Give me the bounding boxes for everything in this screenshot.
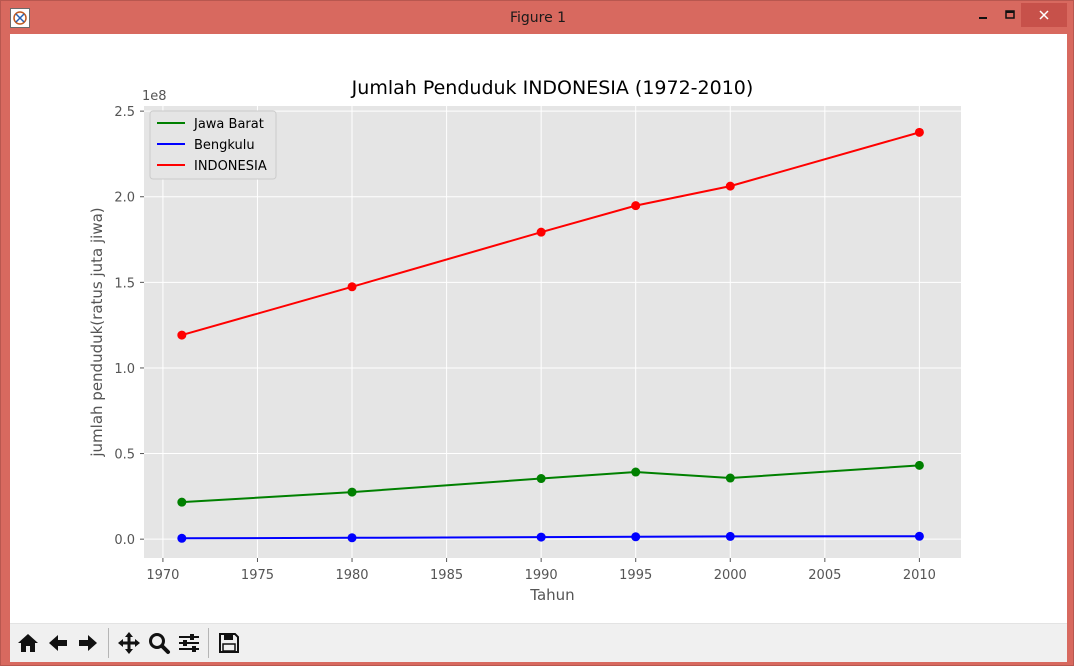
home-icon	[18, 634, 38, 652]
x-tick-label: 2010	[903, 568, 936, 583]
legend-label: Bengkulu	[194, 138, 255, 153]
series-line-1	[181, 535, 920, 540]
y-tick-label: 2.0	[114, 191, 135, 206]
close-button[interactable]	[1021, 3, 1067, 27]
y-tick-label: 0.5	[114, 448, 135, 463]
series-line-0	[181, 464, 920, 504]
maximize-button[interactable]	[994, 3, 1026, 27]
y-offset-label: 1e8	[142, 89, 167, 104]
legend-label: Jawa Barat	[193, 117, 264, 132]
title-bar[interactable]: Figure 1	[1, 1, 1074, 34]
data-point	[347, 282, 357, 292]
data-point	[536, 474, 546, 484]
x-tick-label: 1990	[525, 568, 558, 583]
pan-button[interactable]	[114, 628, 144, 658]
y-tick-label: 0.0	[114, 533, 135, 548]
x-axis-label: Tahun	[529, 586, 574, 604]
data-point	[631, 201, 641, 211]
data-point	[725, 473, 735, 483]
data-point	[347, 533, 357, 543]
save-icon	[219, 633, 239, 653]
x-tick-label: 1985	[430, 568, 463, 583]
forward-button[interactable]	[73, 628, 103, 658]
x-tick-label: 1980	[335, 568, 368, 583]
data-point	[631, 532, 641, 542]
legend-label: INDONESIA	[194, 159, 267, 174]
zoom-button[interactable]	[144, 628, 174, 658]
figure-canvas: 1970 1975 1980 1985 1990 1995 2000 2005 2010 0.0 0…	[10, 34, 1067, 662]
back-arrow-icon	[49, 635, 67, 651]
x-tick-label: 1995	[619, 568, 652, 583]
back-button[interactable]	[43, 628, 73, 658]
x-tick-label: 1970	[146, 568, 179, 583]
line-chart: 1970 1975 1980 1985 1990 1995 2000 2005 2010 0.0 0…	[88, 77, 961, 604]
data-point	[725, 181, 735, 191]
zoom-icon	[149, 633, 170, 654]
x-tick-label: 2005	[808, 568, 841, 583]
data-point	[725, 531, 735, 541]
toolbar-separator	[208, 628, 209, 658]
minimize-button[interactable]	[967, 3, 999, 27]
data-point	[177, 533, 187, 543]
x-tick-label: 2000	[714, 568, 747, 583]
y-axis-label: jumlah penduduk(ratus juta jiwa)	[88, 207, 106, 457]
data-point	[631, 467, 641, 477]
data-point	[347, 487, 357, 497]
configure-subplots-icon	[179, 634, 199, 652]
legend	[149, 110, 277, 180]
toolbar-separator	[108, 628, 109, 658]
minimize-icon	[979, 17, 987, 19]
data-point	[177, 497, 187, 507]
maximize-icon	[1005, 10, 1015, 19]
series-line-2	[181, 131, 920, 337]
data-point	[914, 127, 924, 137]
y-tick-label: 2.5	[114, 105, 135, 120]
pan-icon	[118, 632, 140, 654]
chart-title: Jumlah Penduduk INDONESIA (1972-2010)	[351, 77, 754, 99]
navigation-toolbar	[10, 623, 1067, 662]
data-point	[536, 532, 546, 542]
data-point	[914, 460, 924, 470]
data-point	[536, 227, 546, 237]
close-icon	[1039, 10, 1049, 20]
configure-subplots-button[interactable]	[174, 628, 204, 658]
window-title: Figure 1	[509, 10, 567, 26]
data-point	[914, 531, 924, 541]
forward-arrow-icon	[79, 635, 97, 651]
app-icon[interactable]	[10, 8, 30, 28]
save-button[interactable]	[214, 628, 244, 658]
y-tick-label: 1.0	[114, 362, 135, 377]
home-button[interactable]	[13, 628, 43, 658]
x-tick-label: 1975	[241, 568, 274, 583]
data-point	[177, 330, 187, 340]
y-tick-label: 1.5	[114, 276, 135, 291]
